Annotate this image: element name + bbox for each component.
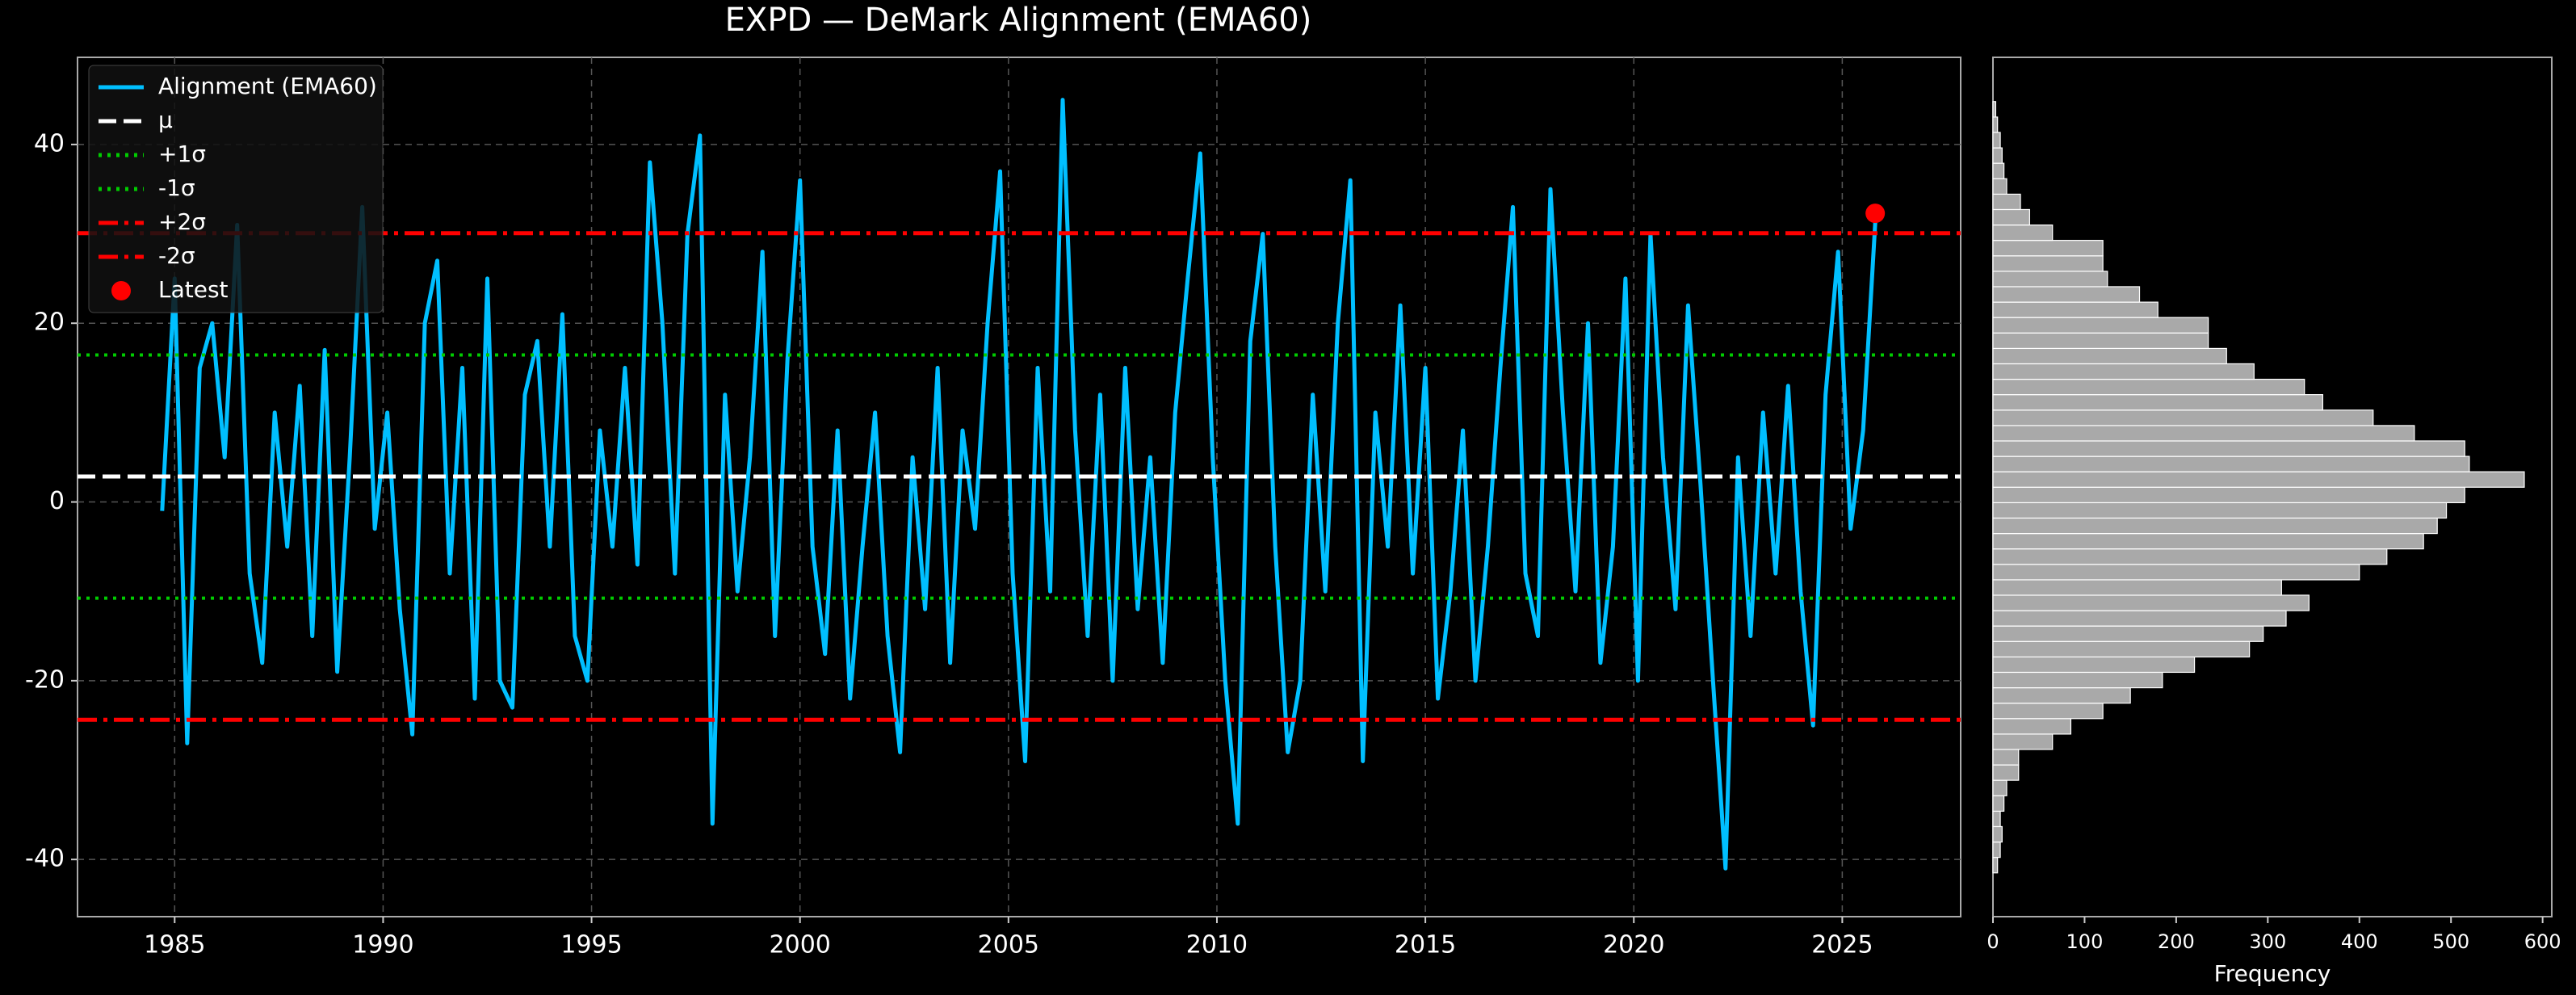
histogram-bar: [1992, 409, 2374, 426]
histogram-bar: [1992, 718, 2072, 735]
legend-box: [88, 65, 384, 313]
histogram-bar: [1992, 162, 2005, 179]
histogram-bar: [1992, 825, 2003, 843]
x-tick-label: 1990: [352, 931, 413, 959]
x-tick-label: 1985: [144, 931, 205, 959]
histogram-bar: [1992, 224, 2054, 241]
histogram-bar: [1992, 749, 2020, 766]
x-tick-label: 300: [2249, 930, 2286, 953]
histogram-bar: [1992, 764, 2020, 781]
histogram-bar: [1992, 116, 1999, 133]
legend-label: μ: [158, 107, 173, 133]
histogram-bar: [1992, 378, 2305, 396]
histogram-bar: [1992, 795, 2005, 812]
histogram-bar: [1992, 208, 2030, 226]
histogram-bar: [1992, 317, 2209, 334]
histogram-bar: [1992, 471, 2525, 488]
histogram-bar: [1992, 486, 2465, 504]
histogram-bar: [1992, 564, 2360, 581]
histogram-bar: [1992, 147, 2003, 164]
histogram-bar: [1992, 733, 2054, 750]
histogram-bar: [1992, 610, 2287, 627]
histogram-bar: [1992, 532, 2424, 550]
histogram-bar: [1992, 286, 2141, 303]
x-tick-label: 600: [2524, 930, 2561, 953]
histogram-bar: [1992, 456, 2470, 472]
y-tick-label: 40: [34, 129, 65, 157]
x-tick-label: 2015: [1395, 931, 1456, 959]
histogram-bar: [1992, 332, 2209, 350]
histogram-bar: [1992, 301, 2159, 318]
x-tick-label: 2005: [978, 931, 1039, 959]
histogram-bar: [1992, 779, 2008, 796]
y-tick-label: 0: [49, 487, 65, 515]
x-tick-label: 100: [2066, 930, 2104, 953]
histogram-bar: [1992, 640, 2251, 658]
histogram-bar: [1992, 271, 2108, 288]
x-tick-label: 2025: [1811, 931, 1873, 959]
legend-swatch: [111, 281, 131, 300]
histogram-bar: [1992, 579, 2282, 596]
histogram-bar: [1992, 810, 2001, 828]
x-tick-label: 1995: [560, 931, 622, 959]
histogram-bar: [1992, 178, 2008, 195]
x-tick-label: 2020: [1603, 931, 1664, 959]
histogram-bar: [1992, 841, 2001, 859]
histogram-bar: [1992, 656, 2196, 674]
histogram-bar: [1992, 502, 2448, 519]
histogram-bar: [1992, 548, 2388, 565]
legend-label: Alignment (EMA60): [158, 73, 377, 99]
y-tick-label: 20: [34, 309, 65, 337]
legend-label: -1σ: [158, 174, 195, 201]
histogram-bar: [1992, 101, 1997, 118]
y-tick-label: -20: [25, 665, 65, 694]
histogram-bar: [1992, 857, 1999, 874]
x-tick-label: 200: [2158, 930, 2195, 953]
x-tick-label: 0: [1987, 930, 1999, 953]
histogram-bar: [1992, 255, 2104, 272]
histogram-bar: [1992, 193, 2021, 211]
histogram-bar: [1992, 594, 2310, 611]
histogram-bar: [1992, 703, 2104, 720]
histogram-bar: [1992, 347, 2227, 365]
histogram-bar: [1992, 240, 2104, 257]
histogram-bar: [1992, 686, 2131, 704]
x-axis-label: Frequency: [2214, 960, 2331, 987]
x-tick-label: 2010: [1186, 931, 1248, 959]
latest-point: [1865, 204, 1886, 224]
histogram-bar: [1992, 671, 2163, 689]
x-tick-label: 2000: [770, 931, 831, 959]
data-line: [160, 98, 1878, 871]
chart-title: EXPD — DeMark Alignment (EMA60): [725, 2, 1312, 39]
legend-label: -2σ: [158, 242, 195, 269]
histogram-bar: [1992, 517, 2438, 535]
y-tick-label: -40: [25, 845, 65, 873]
x-tick-label: 500: [2432, 930, 2469, 953]
histogram-bar: [1992, 394, 2323, 411]
histogram-bar: [1992, 425, 2415, 442]
histogram-bar: [1992, 440, 2465, 457]
legend-label: +1σ: [158, 141, 206, 167]
histogram-bar: [1992, 363, 2255, 380]
histogram-bar: [1992, 625, 2264, 642]
legend-label: +2σ: [158, 208, 206, 235]
legend-label: Latest: [158, 276, 229, 303]
x-tick-label: 400: [2341, 930, 2378, 953]
histogram-bar: [1992, 132, 2001, 149]
